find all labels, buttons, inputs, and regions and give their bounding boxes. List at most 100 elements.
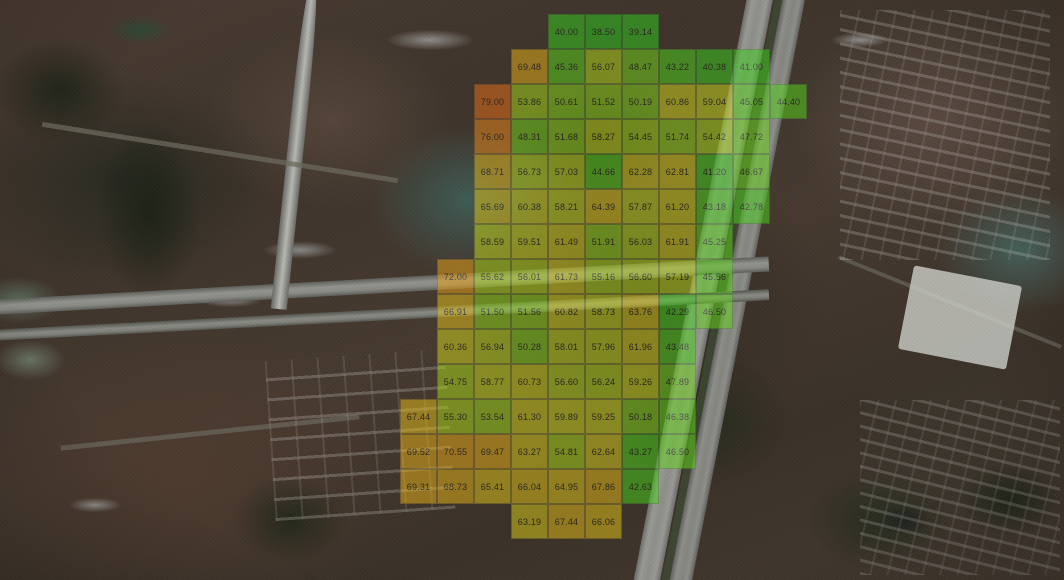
heatmap-cell[interactable]: 53.54 bbox=[474, 399, 511, 434]
heatmap-cell[interactable]: 54.45 bbox=[622, 119, 659, 154]
heatmap-cell[interactable]: 45.05 bbox=[733, 84, 770, 119]
heatmap-cell[interactable]: 69.31 bbox=[400, 469, 437, 504]
heatmap-cell[interactable]: 56.24 bbox=[585, 364, 622, 399]
heatmap-cell[interactable]: 61.20 bbox=[659, 189, 696, 224]
heatmap-cell[interactable]: 54.81 bbox=[548, 434, 585, 469]
heatmap-cell[interactable]: 50.18 bbox=[622, 399, 659, 434]
heatmap-cell[interactable]: 62.28 bbox=[622, 154, 659, 189]
heatmap-cell[interactable]: 56.07 bbox=[585, 49, 622, 84]
heatmap-cell[interactable]: 72.00 bbox=[437, 259, 474, 294]
heatmap-cell[interactable]: 43.48 bbox=[659, 329, 696, 364]
heatmap-cell[interactable]: 43.22 bbox=[659, 49, 696, 84]
heatmap-cell[interactable]: 48.31 bbox=[511, 119, 548, 154]
heatmap-cell[interactable]: 59.26 bbox=[622, 364, 659, 399]
heatmap-cell[interactable]: 45.36 bbox=[548, 49, 585, 84]
heatmap-cell[interactable]: 41.00 bbox=[733, 49, 770, 84]
heatmap-cell[interactable]: 60.36 bbox=[437, 329, 474, 364]
heatmap-cell[interactable]: 56.94 bbox=[474, 329, 511, 364]
heatmap-cell[interactable]: 56.01 bbox=[511, 259, 548, 294]
heatmap-cell[interactable]: 61.30 bbox=[511, 399, 548, 434]
heatmap-cell[interactable]: 69.47 bbox=[474, 434, 511, 469]
heatmap-cell[interactable]: 39.14 bbox=[622, 14, 659, 49]
heatmap-cell[interactable]: 58.01 bbox=[548, 329, 585, 364]
heatmap-cell[interactable]: 46.67 bbox=[733, 154, 770, 189]
heatmap-cell[interactable]: 38.50 bbox=[585, 14, 622, 49]
heatmap-cell[interactable]: 56.73 bbox=[511, 154, 548, 189]
heatmap-cell[interactable]: 50.61 bbox=[548, 84, 585, 119]
heatmap-cell[interactable]: 54.75 bbox=[437, 364, 474, 399]
heatmap-cell[interactable]: 79.00 bbox=[474, 84, 511, 119]
heatmap-cell[interactable]: 68.73 bbox=[437, 469, 474, 504]
heatmap-cell[interactable]: 55.16 bbox=[585, 259, 622, 294]
heatmap-cell[interactable]: 63.27 bbox=[511, 434, 548, 469]
heatmap-cell[interactable]: 61.49 bbox=[548, 224, 585, 259]
heatmap-cell[interactable]: 61.96 bbox=[622, 329, 659, 364]
heatmap-cell[interactable]: 42.29 bbox=[659, 294, 696, 329]
heatmap-cell[interactable]: 50.19 bbox=[622, 84, 659, 119]
heatmap-cell[interactable]: 59.89 bbox=[548, 399, 585, 434]
heatmap-cell[interactable]: 58.77 bbox=[474, 364, 511, 399]
heatmap-cell[interactable]: 62.64 bbox=[585, 434, 622, 469]
heatmap-cell[interactable]: 66.04 bbox=[511, 469, 548, 504]
heatmap-cell[interactable]: 46.50 bbox=[696, 294, 733, 329]
heatmap-cell[interactable]: 51.52 bbox=[585, 84, 622, 119]
heatmap-cell[interactable]: 67.86 bbox=[585, 469, 622, 504]
heatmap-cell[interactable]: 51.68 bbox=[548, 119, 585, 154]
heatmap-cell[interactable]: 47.89 bbox=[659, 364, 696, 399]
heatmap-cell[interactable]: 61.73 bbox=[548, 259, 585, 294]
heatmap-cell[interactable]: 40.38 bbox=[696, 49, 733, 84]
heatmap-cell[interactable]: 54.42 bbox=[696, 119, 733, 154]
heatmap-cell[interactable]: 76.00 bbox=[474, 119, 511, 154]
heatmap-cell[interactable]: 51.56 bbox=[511, 294, 548, 329]
heatmap-cell[interactable]: 45.56 bbox=[696, 259, 733, 294]
heatmap-cell[interactable]: 58.59 bbox=[474, 224, 511, 259]
heatmap-cell[interactable]: 67.44 bbox=[548, 504, 585, 539]
heatmap-cell[interactable]: 65.41 bbox=[474, 469, 511, 504]
heatmap-cell[interactable]: 60.82 bbox=[548, 294, 585, 329]
heatmap-cell[interactable]: 58.27 bbox=[585, 119, 622, 154]
heatmap-cell[interactable]: 48.47 bbox=[622, 49, 659, 84]
heatmap-cell[interactable]: 47.72 bbox=[733, 119, 770, 154]
heatmap-cell[interactable]: 67.44 bbox=[400, 399, 437, 434]
heatmap-cell[interactable]: 46.38 bbox=[659, 399, 696, 434]
heatmap-cell[interactable]: 40.00 bbox=[548, 14, 585, 49]
heatmap-cell[interactable]: 56.60 bbox=[622, 259, 659, 294]
heatmap-cell[interactable]: 51.50 bbox=[474, 294, 511, 329]
heatmap-cell[interactable]: 43.18 bbox=[696, 189, 733, 224]
heatmap-cell[interactable]: 64.95 bbox=[548, 469, 585, 504]
heatmap-cell[interactable]: 61.91 bbox=[659, 224, 696, 259]
heatmap-cell[interactable]: 56.60 bbox=[548, 364, 585, 399]
heatmap-cell[interactable]: 69.48 bbox=[511, 49, 548, 84]
heatmap-cell[interactable]: 60.38 bbox=[511, 189, 548, 224]
heatmap-cell[interactable]: 65.69 bbox=[474, 189, 511, 224]
heatmap-cell[interactable]: 66.91 bbox=[437, 294, 474, 329]
heatmap-cell[interactable]: 57.03 bbox=[548, 154, 585, 189]
heatmap-cell[interactable]: 70.55 bbox=[437, 434, 474, 469]
heatmap-cell[interactable]: 53.86 bbox=[511, 84, 548, 119]
heatmap-cell[interactable]: 58.21 bbox=[548, 189, 585, 224]
heatmap-cell[interactable]: 63.76 bbox=[622, 294, 659, 329]
heatmap-cell[interactable]: 51.74 bbox=[659, 119, 696, 154]
heatmap-cell[interactable]: 41.20 bbox=[696, 154, 733, 189]
heatmap-cell[interactable]: 43.27 bbox=[622, 434, 659, 469]
heatmap-cell[interactable]: 51.91 bbox=[585, 224, 622, 259]
heatmap-cell[interactable]: 60.86 bbox=[659, 84, 696, 119]
heatmap-cell[interactable]: 59.04 bbox=[696, 84, 733, 119]
heatmap-cell[interactable]: 50.28 bbox=[511, 329, 548, 364]
heatmap-cell[interactable]: 58.73 bbox=[585, 294, 622, 329]
heatmap-cell[interactable]: 66.06 bbox=[585, 504, 622, 539]
heatmap-cell[interactable]: 44.40 bbox=[770, 84, 807, 119]
heatmap-cell[interactable]: 42.78 bbox=[733, 189, 770, 224]
heatmap-cell[interactable]: 63.19 bbox=[511, 504, 548, 539]
heatmap-cell[interactable]: 57.96 bbox=[585, 329, 622, 364]
heatmap-cell[interactable]: 57.87 bbox=[622, 189, 659, 224]
heatmap-cell[interactable]: 45.25 bbox=[696, 224, 733, 259]
heatmap-cell[interactable]: 55.30 bbox=[437, 399, 474, 434]
heatmap-cell[interactable]: 59.25 bbox=[585, 399, 622, 434]
heatmap-cell[interactable]: 56.03 bbox=[622, 224, 659, 259]
heatmap-cell[interactable]: 42.63 bbox=[622, 469, 659, 504]
heatmap-cell[interactable]: 62.81 bbox=[659, 154, 696, 189]
heatmap-cell[interactable]: 60.73 bbox=[511, 364, 548, 399]
